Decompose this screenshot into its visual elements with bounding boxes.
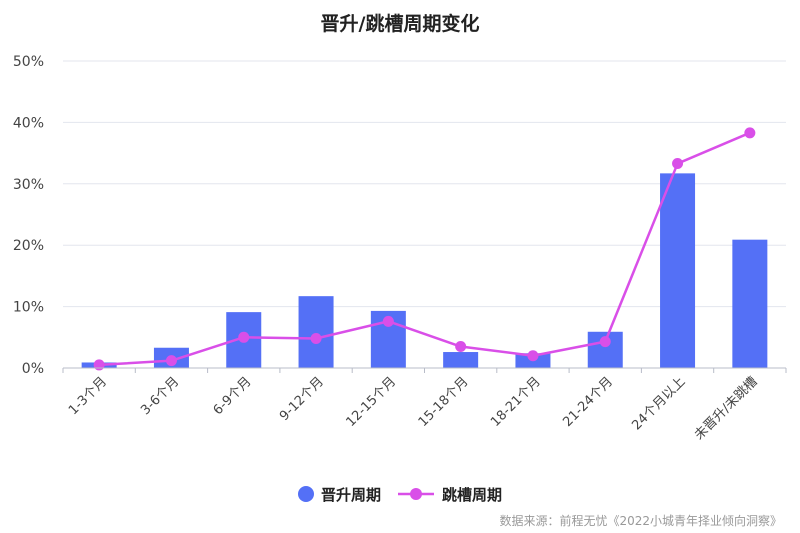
legend[interactable]: 晋升周期 跳槽周期: [298, 486, 502, 504]
y-axis-ticks: 0% 10% 20% 30% 40% 50%: [13, 54, 44, 377]
line-series: [93, 127, 756, 371]
legend-item-bar[interactable]: 晋升周期: [298, 486, 381, 504]
y-tick-label: 20%: [13, 238, 44, 254]
x-tick-label: 3-6个月: [138, 374, 182, 418]
x-tick-label: 21-24个月: [560, 374, 616, 430]
legend-label-line: 跳槽周期: [442, 486, 502, 504]
bar[interactable]: [443, 352, 479, 368]
line-point[interactable]: [744, 127, 756, 139]
x-tick-label: 1-3个月: [66, 374, 110, 418]
line-point[interactable]: [382, 315, 394, 327]
x-tick-label: 12-15个月: [343, 374, 399, 430]
legend-swatch-point: [410, 488, 422, 500]
x-tick-label: 24个月以上: [629, 374, 688, 433]
x-tick-label: 未晋升/未跳槽: [692, 374, 761, 443]
x-tick-label: 9-12个月: [277, 374, 327, 424]
legend-label-bar: 晋升周期: [321, 486, 381, 504]
chart-title: 晋升/跳槽周期变化: [321, 12, 480, 35]
bar-series: [81, 173, 768, 368]
x-tick-label: 15-18个月: [416, 374, 472, 430]
line-point[interactable]: [599, 336, 611, 348]
legend-swatch-bar: [298, 486, 314, 502]
line-point[interactable]: [672, 158, 684, 170]
x-axis: 1-3个月 3-6个月 6-9个月 9-12个月 12-15个月 15-18个月 18-21…: [62, 367, 787, 443]
bar[interactable]: [732, 239, 768, 368]
bar[interactable]: [660, 173, 696, 368]
x-tick-label: 18-21个月: [488, 374, 544, 430]
line-point[interactable]: [238, 331, 250, 343]
line-point[interactable]: [455, 341, 467, 353]
y-tick-label: 40%: [13, 115, 44, 131]
y-tick-label: 50%: [13, 54, 44, 70]
series-line: [99, 131, 751, 367]
y-tick-label: 10%: [13, 300, 44, 316]
y-tick-label: 30%: [13, 177, 44, 193]
y-tick-label: 0%: [22, 361, 44, 377]
line-point[interactable]: [310, 333, 322, 345]
x-tick-label: 6-9个月: [211, 374, 255, 418]
legend-item-line[interactable]: 跳槽周期: [398, 486, 502, 504]
line-point[interactable]: [527, 350, 539, 362]
source-note: 数据来源：前程无忧《2022小城青年择业倾向洞察》: [499, 513, 782, 528]
line-point[interactable]: [165, 355, 177, 367]
line-point[interactable]: [93, 359, 105, 371]
bar[interactable]: [298, 296, 334, 368]
